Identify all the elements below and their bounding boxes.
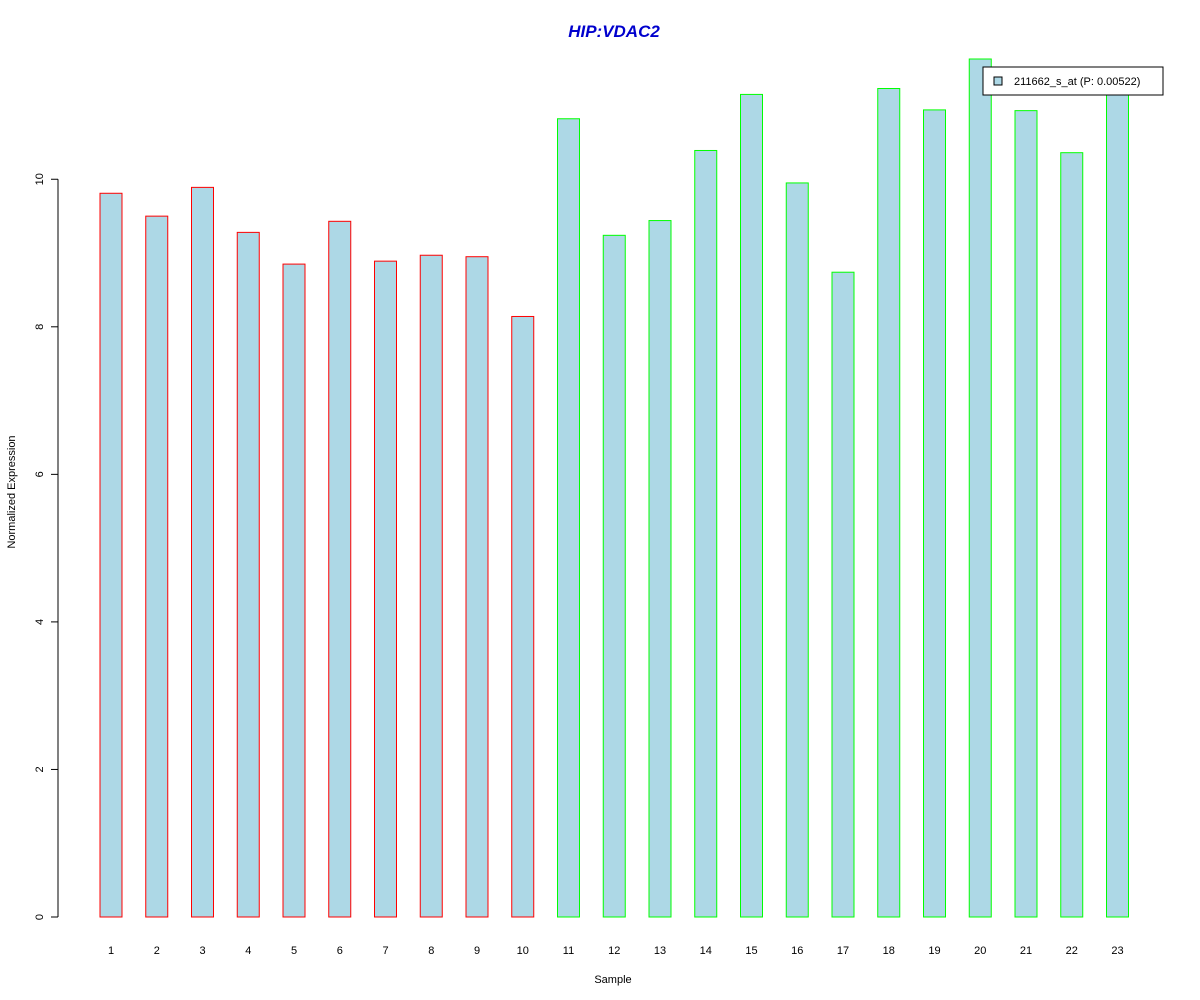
x-tick-label: 7 xyxy=(382,945,388,957)
x-tick-label: 18 xyxy=(883,945,895,957)
bar-sample-14 xyxy=(694,149,718,918)
chart-title: HIP:VDAC2 xyxy=(568,22,660,41)
bar-sample-2 xyxy=(145,215,169,918)
bar-sample-16 xyxy=(785,182,809,918)
x-tick-label: 2 xyxy=(154,945,160,957)
bar-sample-19 xyxy=(923,109,946,918)
x-tick-label: 1 xyxy=(108,945,114,957)
bar-sample-10 xyxy=(511,315,535,918)
bars-group xyxy=(99,58,1129,918)
x-tick-label: 8 xyxy=(428,945,434,957)
x-axis-label: Sample xyxy=(594,974,631,986)
x-tick-labels: 1 2 3 4 5 6 7 8 9 10 11 12 13 14 15 16 17 18 19 20 21 22 23 xyxy=(108,945,1124,957)
bar-sample-9 xyxy=(465,256,489,918)
bar-sample-20 xyxy=(968,58,992,918)
x-tick-label: 3 xyxy=(199,945,205,957)
x-tick-label: 6 xyxy=(337,945,343,957)
x-tick-label: 5 xyxy=(291,945,297,957)
x-tick-label: 11 xyxy=(563,945,574,957)
y-tick-label: 10 xyxy=(34,173,46,185)
x-tick-label: 22 xyxy=(1066,945,1078,957)
x-tick-label: 20 xyxy=(974,945,986,957)
y-tick-label: 0 xyxy=(34,914,46,920)
x-tick-label: 15 xyxy=(745,945,757,957)
y-axis: 0 2 4 6 8 10 xyxy=(34,173,59,920)
bar-sample-3 xyxy=(191,186,214,918)
bar-sample-22 xyxy=(1060,152,1084,918)
y-axis-label: Normalized Expression xyxy=(6,435,18,548)
bar-sample-18 xyxy=(877,88,901,918)
x-tick-label: 4 xyxy=(245,945,251,957)
legend-label: 211662_s_at (P: 0.00522) xyxy=(1014,76,1140,88)
bar-sample-12 xyxy=(602,234,626,918)
bar-sample-15 xyxy=(740,93,763,918)
bar-sample-17 xyxy=(831,271,855,918)
bar-sample-23 xyxy=(1106,90,1129,918)
x-tick-label: 13 xyxy=(654,945,666,957)
y-tick-label: 6 xyxy=(34,471,46,477)
legend-box xyxy=(982,66,1164,96)
bar-sample-7 xyxy=(374,260,397,918)
x-tick-label: 16 xyxy=(791,945,803,957)
x-tick-label: 12 xyxy=(608,945,620,957)
y-tick-label: 2 xyxy=(34,766,46,772)
x-tick-label: 14 xyxy=(700,945,712,957)
bar-sample-13 xyxy=(648,220,672,918)
bar-sample-5 xyxy=(282,263,306,918)
bar-sample-6 xyxy=(328,220,352,918)
bar-sample-8 xyxy=(419,254,443,918)
y-tick-label: 4 xyxy=(34,619,46,625)
x-tick-label: 9 xyxy=(474,945,480,957)
legend: 211662_s_at (P: 0.00522) xyxy=(982,66,1164,96)
bar-sample-4 xyxy=(236,231,260,918)
x-tick-label: 23 xyxy=(1111,945,1123,957)
bar-sample-21 xyxy=(1014,110,1038,918)
x-tick-label: 17 xyxy=(837,945,849,957)
x-tick-label: 19 xyxy=(928,945,940,957)
legend-swatch xyxy=(993,76,1003,86)
bar-sample-11 xyxy=(557,118,580,918)
bar-sample-1 xyxy=(99,192,123,918)
x-tick-label: 21 xyxy=(1020,945,1032,957)
y-tick-label: 8 xyxy=(34,324,46,330)
x-tick-label: 10 xyxy=(517,945,529,957)
